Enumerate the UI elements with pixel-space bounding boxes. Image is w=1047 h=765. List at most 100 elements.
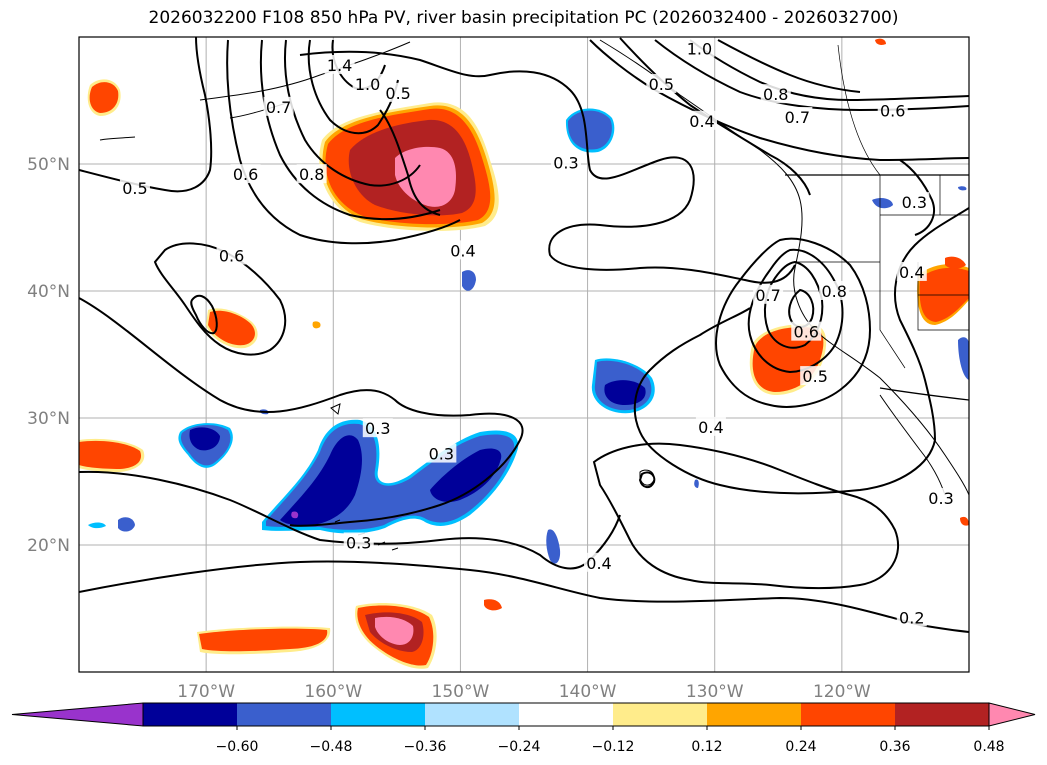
contour-inner-ridge bbox=[379, 109, 441, 216]
lon-tick-label: 120°W bbox=[813, 682, 871, 702]
state-borders bbox=[795, 44, 969, 369]
contour-label-bg bbox=[230, 164, 261, 184]
shaded-region-west-negative bbox=[88, 270, 476, 532]
colorbar-tick-label: 0.36 bbox=[879, 739, 910, 755]
contour-label-bg bbox=[791, 321, 822, 341]
pv-contours bbox=[79, 37, 969, 633]
shaded-region-south-positive-west bbox=[197, 599, 502, 655]
contour-ring-small bbox=[638, 471, 656, 488]
contour-label: 0.7 bbox=[785, 108, 810, 127]
coastline-aleutians bbox=[99, 136, 136, 141]
contour-label: 0.3 bbox=[553, 154, 578, 173]
colorbar-tick-label: −0.36 bbox=[404, 739, 447, 755]
contour-label: 0.7 bbox=[755, 286, 780, 305]
contour-label-bg bbox=[343, 532, 374, 552]
contour-label-bg bbox=[352, 73, 383, 93]
contour-label-bg bbox=[383, 82, 414, 102]
colorbar-extend-min bbox=[11, 702, 144, 727]
contour-label: 0.4 bbox=[899, 263, 924, 282]
contour-label: 0.5 bbox=[802, 367, 827, 386]
colorbar-segment bbox=[519, 703, 613, 726]
border-state-8 bbox=[837, 44, 881, 176]
contour-label-bg bbox=[896, 607, 927, 627]
contour-label: 1.0 bbox=[355, 75, 380, 94]
contour-label-bg bbox=[899, 192, 930, 212]
colorbar-segment bbox=[143, 703, 237, 726]
contour-label-bg bbox=[819, 281, 850, 300]
contour-label-bg bbox=[926, 488, 957, 508]
contour-label: 0.3 bbox=[429, 445, 454, 464]
chart-title: 2026032200 F108 850 hPa PV, river basin … bbox=[148, 8, 899, 28]
contour-label: 0.6 bbox=[880, 102, 905, 121]
lat-tick-label: 30°N bbox=[27, 409, 70, 429]
border-us-mexico bbox=[879, 387, 969, 401]
contour-label: 0.6 bbox=[794, 323, 819, 342]
contour-0.8-north bbox=[717, 39, 861, 93]
shaded-region-gulf-of-alaska-positive bbox=[319, 102, 499, 231]
lat-tick-label: 50°N bbox=[27, 155, 70, 175]
shaded-region-dateline-positive bbox=[79, 438, 145, 472]
shaded-region-south-positive-large bbox=[354, 603, 437, 669]
island-small-1 bbox=[330, 403, 341, 415]
contour-label-bg bbox=[896, 261, 927, 281]
contour-0.7-north bbox=[689, 39, 969, 102]
contour-loop-right bbox=[899, 159, 935, 236]
contour-labels: 1.41.0 0.5 0.7 0.8 0.6 0.5 0.6 0.4 0.3 0.3 0.3 0.3 0… bbox=[119, 38, 957, 627]
contour-0.5-east bbox=[715, 237, 872, 408]
contour-label-bg bbox=[687, 110, 717, 130]
contour-label-bg bbox=[324, 54, 355, 74]
colorbar-segment bbox=[801, 703, 895, 726]
country-borders bbox=[785, 174, 969, 401]
lat-tick-label: 40°N bbox=[27, 282, 70, 302]
border-state-4 bbox=[917, 262, 969, 331]
contour-label-bg bbox=[695, 416, 726, 436]
contour-0.5-north bbox=[589, 39, 969, 162]
coastline-north-america bbox=[599, 39, 969, 496]
map-background bbox=[79, 37, 969, 672]
contour-label: 0.8 bbox=[763, 85, 788, 104]
contour-label: 0.8 bbox=[822, 282, 847, 301]
contour-label-bg bbox=[584, 552, 615, 572]
colorbar-extend-max bbox=[988, 702, 1036, 727]
colorbar-segment bbox=[331, 703, 425, 726]
lon-tick-label: 140°W bbox=[559, 682, 617, 702]
contour-label-bg bbox=[753, 284, 784, 304]
coastline-baja bbox=[879, 394, 946, 496]
lon-tick-label: 170°W bbox=[177, 682, 235, 702]
contour-0.6-arc bbox=[226, 39, 461, 245]
contour-label-bg bbox=[550, 152, 581, 172]
colorbar-segment bbox=[613, 703, 707, 726]
contour-label-bg bbox=[263, 96, 294, 116]
contour-ring-west bbox=[190, 294, 218, 335]
contour-label: 1.4 bbox=[327, 56, 352, 75]
contour-label-bg bbox=[296, 164, 327, 184]
colorbar-tick-label: −0.60 bbox=[216, 739, 259, 755]
contour-label: 0.6 bbox=[219, 246, 244, 265]
contour-label: 0.3 bbox=[365, 419, 390, 438]
colorbar-segment bbox=[237, 703, 331, 726]
contour-label-bg bbox=[782, 107, 813, 127]
contour-0.4-south bbox=[592, 442, 900, 590]
shaded-regions bbox=[79, 38, 969, 669]
shaded-region-gulf-negative bbox=[565, 108, 969, 380]
colorbar-segment bbox=[425, 703, 519, 726]
colorbar-segment bbox=[895, 703, 989, 726]
contour-0.3-mid bbox=[79, 297, 524, 527]
contour-label-bg bbox=[447, 240, 478, 260]
contour-label: 0.3 bbox=[346, 533, 371, 552]
colorbar-tick-label: 0.48 bbox=[973, 739, 1004, 755]
contour-label-bg bbox=[426, 443, 457, 463]
colorbar-tick-label: −0.24 bbox=[498, 739, 541, 755]
contour-0.3-north bbox=[299, 50, 796, 284]
contour-label-bg bbox=[646, 73, 677, 93]
lon-tick-label: 150°W bbox=[432, 682, 490, 702]
contour-label-bg bbox=[800, 366, 831, 386]
contour-label: 0.5 bbox=[385, 84, 410, 103]
contour-0.8-arc bbox=[283, 39, 421, 187]
contour-0.6-north bbox=[654, 39, 969, 112]
contour-label: 0.3 bbox=[928, 489, 953, 508]
colorbar: −0.60 −0.48 −0.36 −0.24 −0.12 0.12 0.24 0.36 0.4… bbox=[11, 702, 1036, 755]
border-state-3 bbox=[879, 262, 906, 369]
lat-tick-label: 20°N bbox=[27, 536, 70, 556]
